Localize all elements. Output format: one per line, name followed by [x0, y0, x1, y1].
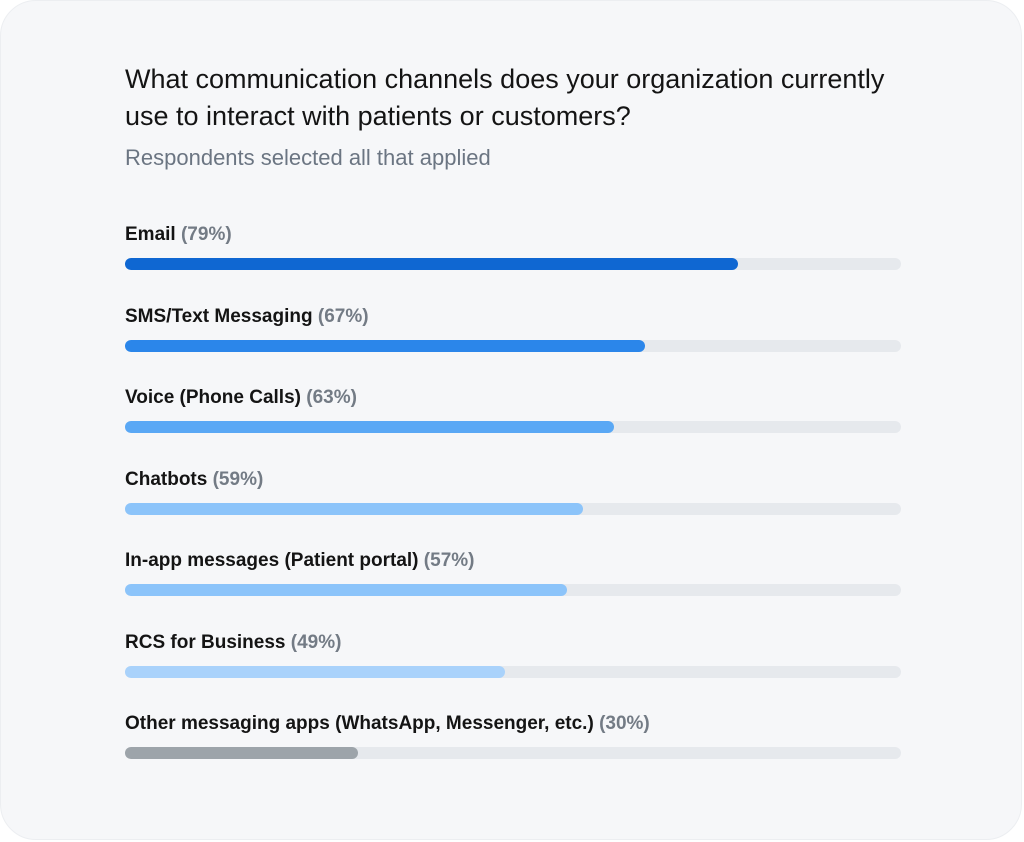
bar-row: Other messaging apps (WhatsApp, Messenge…: [125, 710, 901, 770]
value-label: (30%): [599, 713, 650, 734]
category-label: Chatbots: [125, 468, 208, 490]
value-label: (79%): [180, 224, 232, 245]
bar-row: Chatbots (59%): [125, 466, 901, 526]
bar: [125, 584, 568, 596]
bar-row: SMS/Text Messaging (67%): [125, 303, 901, 363]
bar: [125, 502, 583, 515]
bar-track: [125, 584, 901, 596]
bar: [125, 665, 506, 678]
bar-track: [125, 258, 901, 270]
bar: [125, 421, 614, 433]
bar-row: In-app messages (Patient portal) (57%): [125, 547, 901, 607]
category-label: Voice (Phone Calls): [125, 387, 301, 408]
value-label: (67%): [317, 305, 369, 327]
value-label: (63%): [306, 387, 357, 408]
bar-track: [125, 502, 901, 515]
bar-label: Chatbots (59%): [125, 466, 263, 494]
chart-subtitle: Respondents selected all that applied: [125, 145, 491, 170]
value-label: (49%): [290, 631, 342, 653]
bar-track: [125, 665, 901, 678]
bar: [125, 747, 358, 759]
value-label: (57%): [423, 550, 475, 571]
category-label: SMS/Text Messaging: [125, 305, 313, 327]
bar-track: [125, 421, 901, 433]
bar: [125, 258, 739, 270]
value-label: (59%): [212, 468, 264, 490]
bar-label: Voice (Phone Calls) (63%): [125, 384, 357, 412]
category-label: Other messaging apps (WhatsApp, Messenge…: [125, 713, 594, 734]
bar-row: Voice (Phone Calls) (63%): [125, 384, 901, 444]
category-label: Email: [125, 224, 176, 245]
category-label: RCS for Business: [125, 631, 286, 653]
bar-label: RCS for Business (49%): [125, 629, 341, 657]
bar-row: RCS for Business (49%): [125, 629, 901, 689]
bar: [125, 339, 645, 352]
bar-track: [125, 747, 901, 759]
bar-row: Email (79%): [125, 221, 901, 281]
bar-track: [125, 339, 901, 352]
bar-label: Email (79%): [125, 221, 232, 249]
bar-label: Other messaging apps (WhatsApp, Messenge…: [125, 710, 650, 738]
bar-label: In-app messages (Patient portal) (57%): [125, 547, 474, 575]
category-label: In-app messages (Patient portal): [125, 550, 419, 571]
bar-label: SMS/Text Messaging (67%): [125, 303, 369, 331]
chart-title: What communication channels does your or…: [125, 64, 885, 131]
